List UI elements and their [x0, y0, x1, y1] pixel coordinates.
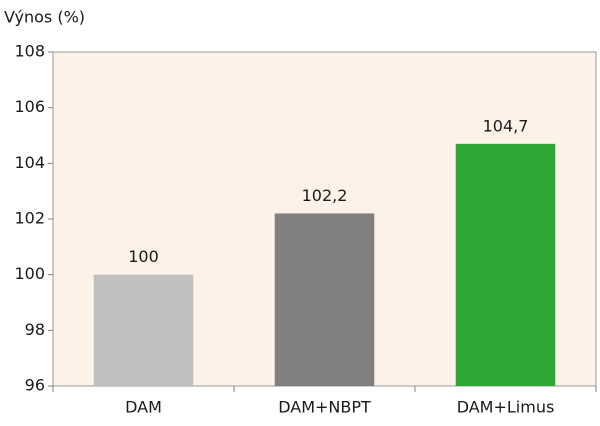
value-label: 104,7: [483, 116, 529, 135]
x-tick-label: DAM+Limus: [457, 398, 555, 417]
bar: [455, 143, 556, 386]
bar: [274, 213, 375, 386]
y-tick-label: 102: [14, 209, 45, 228]
y-tick-label: 98: [25, 320, 45, 339]
y-tick-label: 100: [14, 264, 45, 283]
value-label: 102,2: [302, 186, 348, 205]
x-tick-label: DAM+NBPT: [278, 398, 371, 417]
bar: [93, 274, 194, 386]
x-tick-label: DAM: [125, 398, 162, 417]
y-tick-label: 96: [25, 376, 45, 395]
y-tick-label: 108: [14, 42, 45, 61]
y-axis-label: Výnos (%): [4, 8, 85, 27]
value-label: 100: [128, 247, 159, 266]
y-tick-label: 106: [14, 97, 45, 116]
y-tick-label: 104: [14, 153, 45, 172]
